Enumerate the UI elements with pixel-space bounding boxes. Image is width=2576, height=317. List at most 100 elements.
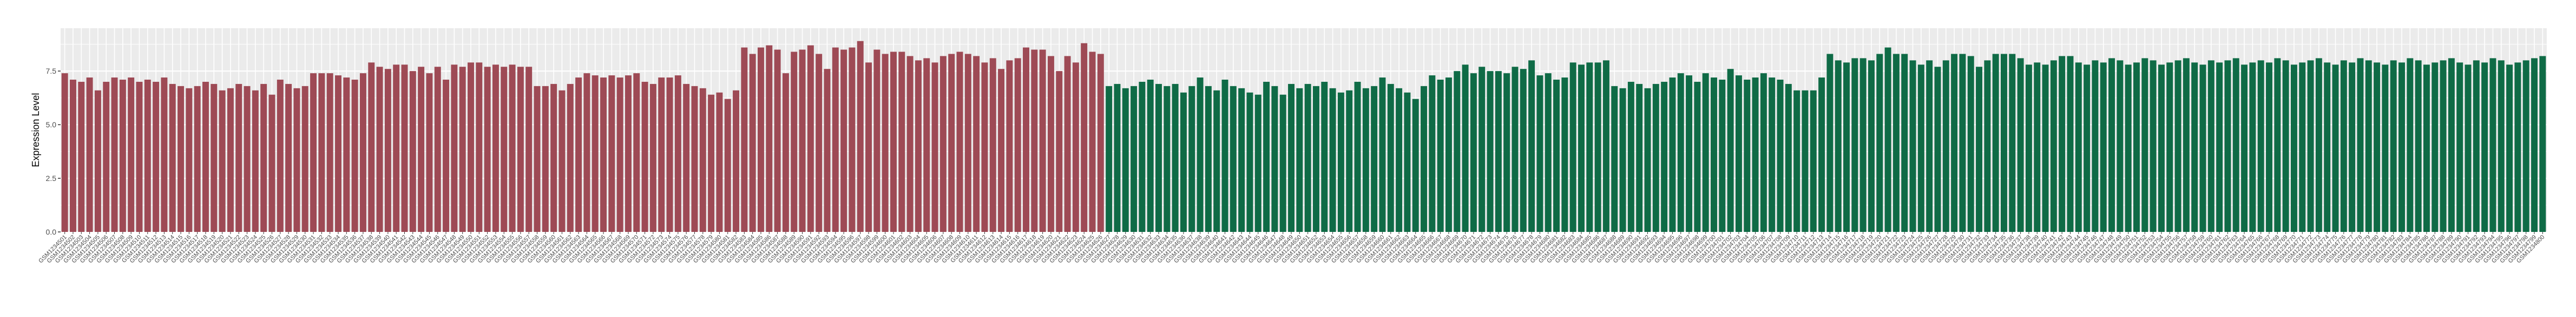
- bar: [136, 81, 143, 232]
- bar: [318, 73, 325, 232]
- bar: [1254, 94, 1261, 232]
- bar: [1230, 86, 1237, 232]
- bar: [2100, 62, 2107, 232]
- bar: [2456, 62, 2463, 232]
- bar: [235, 83, 242, 232]
- bar: [310, 73, 317, 232]
- bar: [2489, 58, 2496, 232]
- bar: [683, 83, 690, 232]
- bar: [766, 45, 773, 232]
- bar: [94, 90, 101, 232]
- bar: [219, 90, 226, 232]
- bar: [641, 81, 648, 232]
- bar: [1313, 86, 1319, 232]
- bar: [857, 41, 864, 232]
- bar: [103, 81, 110, 232]
- bar: [2290, 64, 2297, 232]
- bar: [699, 88, 706, 232]
- bar: [2531, 58, 2538, 232]
- bar: [1859, 58, 1867, 232]
- bar: [716, 92, 723, 232]
- bar: [1246, 92, 1253, 232]
- bar: [434, 67, 441, 232]
- bar: [1884, 47, 1891, 232]
- bar: [1404, 92, 1411, 232]
- bar: [1909, 60, 1916, 232]
- bar: [1362, 88, 1369, 232]
- bar: [1470, 73, 1477, 232]
- bar: [2042, 64, 2049, 232]
- bar: [1901, 54, 1908, 232]
- bar: [368, 62, 375, 232]
- bar: [2324, 62, 2331, 232]
- bar: [964, 54, 971, 232]
- bar: [2374, 62, 2381, 232]
- bar: [1147, 79, 1154, 232]
- bar: [989, 58, 996, 232]
- bar: [2315, 58, 2322, 232]
- bar: [202, 81, 209, 232]
- bar: [1462, 64, 1469, 232]
- bar: [658, 77, 665, 232]
- bar: [384, 69, 391, 232]
- bar: [1711, 77, 1717, 232]
- bar: [409, 71, 416, 232]
- bar: [2407, 58, 2414, 232]
- bar: [592, 75, 599, 232]
- bar: [78, 81, 85, 232]
- bar: [1279, 94, 1286, 232]
- bar: [1205, 86, 1212, 232]
- bar: [169, 83, 176, 232]
- bar: [1346, 90, 1353, 232]
- bar: [791, 51, 798, 232]
- bar: [443, 79, 450, 232]
- bar: [567, 83, 574, 232]
- bar: [873, 49, 880, 232]
- bar: [2423, 64, 2430, 232]
- bar: [119, 79, 126, 232]
- bar: [2108, 58, 2115, 232]
- bar: [1661, 81, 1668, 232]
- bar: [583, 73, 590, 232]
- bar: [890, 51, 897, 232]
- bar: [1180, 92, 1187, 232]
- bar: [244, 86, 251, 232]
- bar: [1495, 71, 1502, 232]
- bar: [633, 73, 640, 232]
- bar: [343, 77, 350, 232]
- bar: [1106, 86, 1113, 232]
- bar: [426, 73, 433, 232]
- bar: [1545, 73, 1552, 232]
- bar: [1802, 90, 1809, 232]
- bar: [418, 67, 425, 232]
- bar: [1793, 90, 1800, 232]
- bar: [2481, 62, 2488, 232]
- bar: [1569, 62, 1576, 232]
- bar: [1917, 64, 1924, 232]
- bar: [906, 56, 914, 232]
- bar: [1445, 77, 1452, 232]
- bar: [1031, 49, 1038, 232]
- bar: [1122, 88, 1129, 232]
- bar: [600, 77, 607, 232]
- bar: [832, 47, 839, 232]
- bar: [749, 54, 756, 232]
- bar: [1487, 71, 1494, 232]
- bar: [758, 47, 764, 232]
- bar: [1727, 69, 1734, 232]
- bar: [252, 90, 259, 232]
- bar: [2183, 58, 2190, 232]
- bar: [2059, 56, 2066, 232]
- bar: [1197, 77, 1204, 232]
- bar: [211, 83, 218, 232]
- bar: [616, 77, 623, 232]
- bar: [840, 49, 847, 232]
- bar: [2009, 54, 2016, 232]
- bar: [476, 62, 483, 232]
- bar: [882, 54, 889, 232]
- bar: [1263, 81, 1270, 232]
- y-tick-label: 0.0: [46, 228, 57, 236]
- plot-panel: [61, 28, 2547, 232]
- bar: [2473, 60, 2480, 232]
- bar: [1379, 77, 1386, 232]
